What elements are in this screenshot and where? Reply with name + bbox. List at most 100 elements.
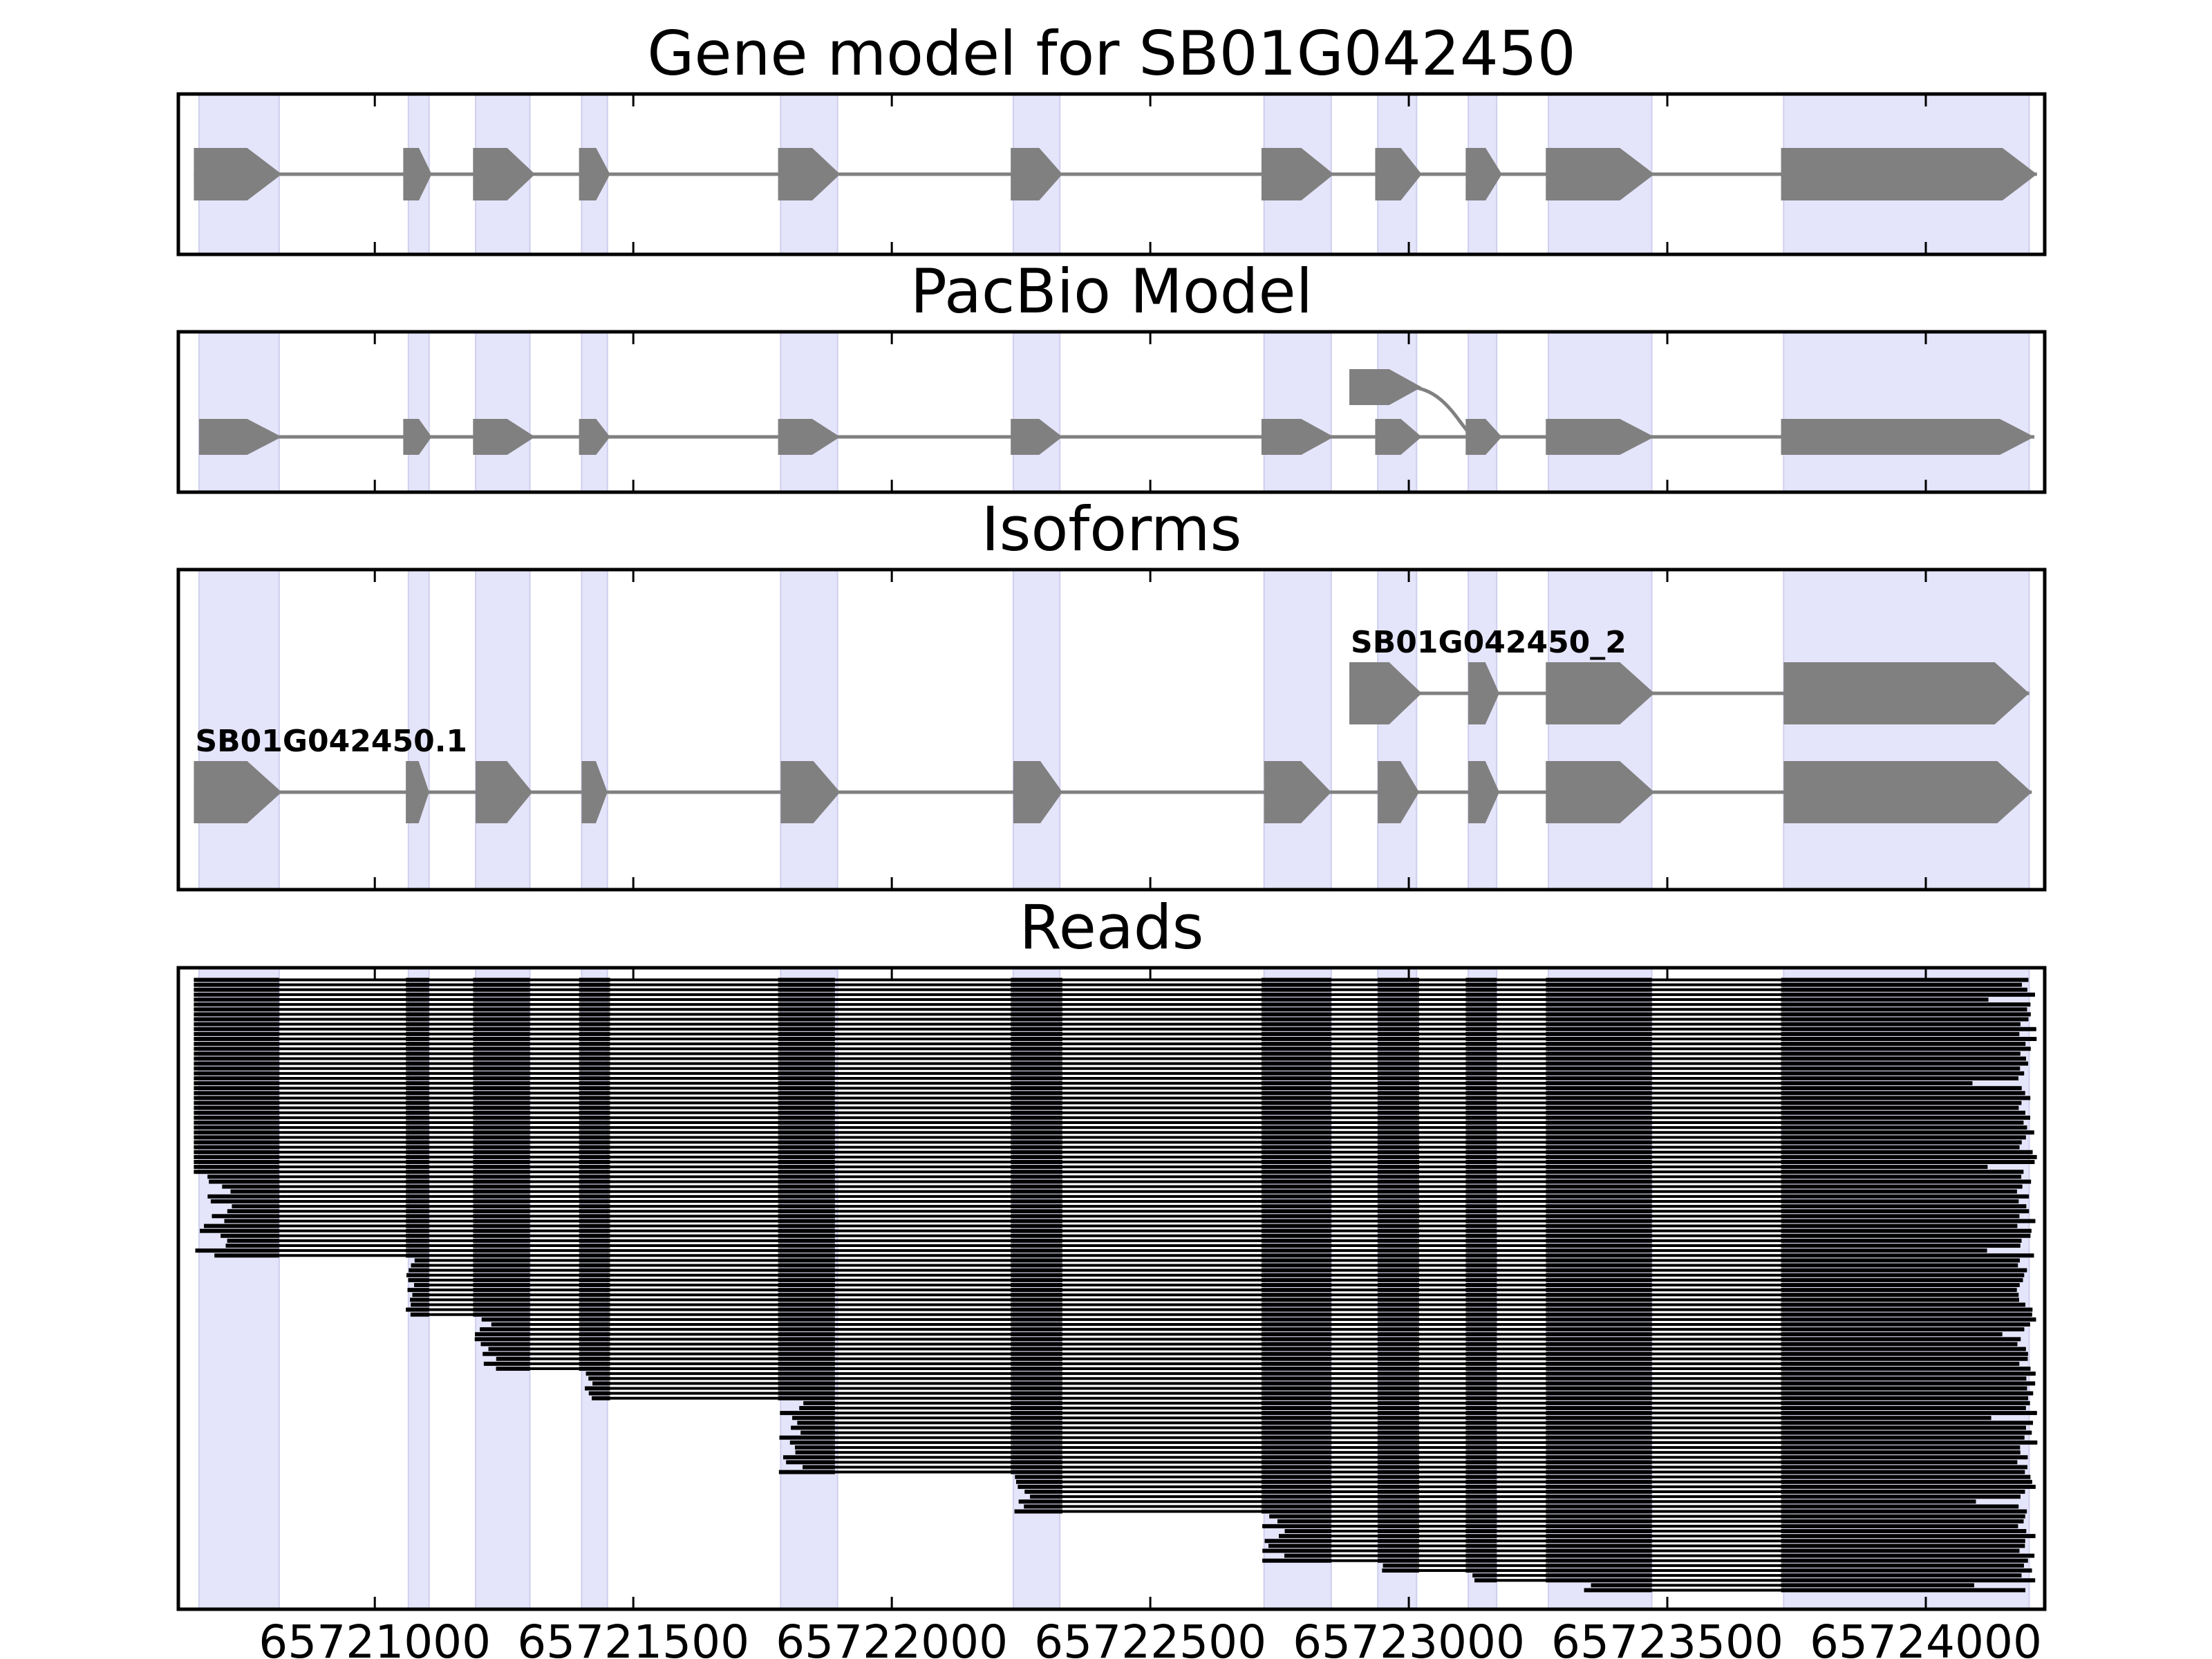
read-block — [1277, 1519, 1331, 1524]
read-block — [1011, 1165, 1062, 1170]
read-block — [1261, 1086, 1331, 1091]
read-block — [778, 1179, 835, 1184]
read-block — [473, 1199, 530, 1203]
read-block — [1781, 1071, 2025, 1076]
read-block — [579, 1184, 610, 1189]
read-block — [1269, 1514, 1331, 1519]
read-block — [1261, 1056, 1331, 1061]
read-block — [1781, 1553, 2035, 1558]
read-block — [1378, 1376, 1420, 1381]
read-block — [1474, 1578, 1497, 1583]
read-block — [1546, 1076, 1652, 1080]
read-block — [1465, 1484, 1497, 1489]
read-block — [1546, 1494, 1652, 1499]
read-block — [1261, 1435, 1331, 1440]
read-block — [1378, 1061, 1420, 1066]
read-block — [778, 1100, 835, 1105]
read-block — [1024, 1504, 1062, 1509]
read-block — [778, 1248, 835, 1253]
read-block — [1378, 1514, 1420, 1519]
read-block — [1781, 1031, 2020, 1036]
read-block — [579, 1214, 610, 1219]
read-block — [1546, 1386, 1652, 1391]
read-block — [1261, 987, 1331, 992]
read-block — [473, 1007, 530, 1012]
read-block — [1011, 1411, 1062, 1416]
read-block — [778, 1381, 835, 1386]
read-block — [579, 1154, 610, 1159]
read-block — [1465, 1224, 1497, 1228]
exon-shading-band — [581, 331, 608, 493]
read-block — [778, 1105, 835, 1110]
read-block — [1261, 1160, 1331, 1164]
read-block — [1781, 1347, 2026, 1351]
read-block — [1011, 1465, 1062, 1470]
read-block — [1261, 1396, 1331, 1400]
exon-shape — [1468, 761, 1499, 823]
read-block — [1378, 1037, 1420, 1041]
read-block — [1546, 1548, 1652, 1553]
read-block — [579, 1047, 610, 1051]
read-block — [406, 1002, 429, 1007]
read-block — [579, 987, 610, 992]
read-block — [194, 1110, 279, 1115]
read-block — [778, 1081, 835, 1086]
exon-shape — [579, 148, 610, 200]
read-block — [1781, 1100, 2022, 1105]
read-block — [1011, 1219, 1062, 1224]
read-block — [1378, 1140, 1420, 1145]
read-block — [1378, 1194, 1420, 1199]
read-block — [1465, 1400, 1497, 1405]
read-block — [1546, 1563, 1652, 1568]
read-block — [1546, 1224, 1652, 1228]
read-block — [1546, 1376, 1652, 1381]
read-block — [579, 1056, 610, 1061]
read-block — [1261, 1076, 1331, 1080]
read-block — [1261, 1140, 1331, 1145]
x-tick-label: 65723000 — [1293, 1615, 1525, 1659]
read-block — [778, 1342, 835, 1347]
read-block — [406, 1121, 429, 1125]
read-block — [1546, 1214, 1652, 1219]
read-block — [1261, 1233, 1331, 1238]
read-block — [778, 1160, 835, 1164]
read-block — [1546, 1165, 1652, 1170]
read-block — [1781, 1381, 2036, 1386]
read-block — [406, 1307, 429, 1312]
read-block — [1465, 1337, 1497, 1342]
read-block — [1546, 1312, 1652, 1317]
read-block — [1465, 1100, 1497, 1105]
read-block — [579, 1105, 610, 1110]
read-block — [1465, 1130, 1497, 1135]
read-block — [1465, 1416, 1497, 1421]
read-block — [473, 1244, 530, 1248]
read-block — [1261, 1361, 1331, 1366]
read-block — [1781, 1425, 2026, 1430]
read-block — [778, 1214, 835, 1219]
read-block — [475, 1332, 530, 1337]
exon-shading-band — [780, 569, 838, 890]
exon-shape — [780, 761, 841, 823]
read-block — [1382, 1568, 1420, 1573]
read-block — [1546, 1332, 1652, 1337]
read-block — [1781, 1140, 2022, 1145]
read-block — [1465, 1135, 1497, 1140]
read-block — [1546, 1396, 1652, 1400]
read-block — [1465, 1504, 1497, 1509]
read-block — [1261, 1479, 1331, 1484]
read-block — [1546, 1174, 1652, 1179]
read-block — [1546, 1248, 1652, 1253]
read-block — [406, 1253, 429, 1258]
read-block — [1465, 1509, 1497, 1514]
read-block — [408, 1277, 429, 1282]
read-block — [1011, 1430, 1062, 1435]
read-block — [1465, 1421, 1497, 1425]
read-block — [473, 1125, 530, 1130]
panel-frame — [176, 330, 2047, 494]
read-block — [1378, 1209, 1420, 1214]
read-block — [1378, 1356, 1420, 1361]
read-block — [406, 1184, 429, 1189]
read-block — [1465, 1027, 1497, 1031]
read-block — [1015, 1479, 1062, 1484]
read-block — [1781, 1150, 2033, 1154]
